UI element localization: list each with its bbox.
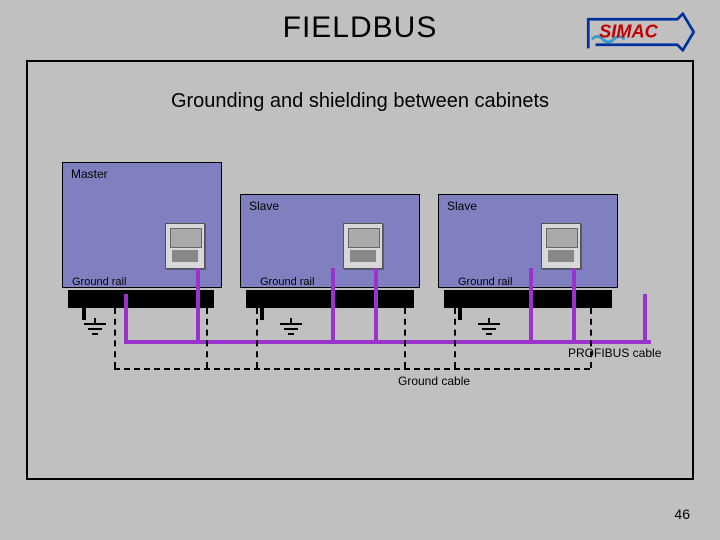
profibus-riser xyxy=(124,294,128,344)
page-title: FIELDBUS xyxy=(283,11,438,45)
cabinet-label: Slave xyxy=(447,199,477,213)
ground-cable-riser xyxy=(590,308,592,368)
profibus-riser xyxy=(643,294,647,344)
ground-cable-riser xyxy=(454,308,456,368)
ground-icon xyxy=(476,318,502,340)
ground-rail xyxy=(246,290,414,308)
diagram: MasterSlaveSlaveGround railGround railGr… xyxy=(28,62,692,478)
ground-rail xyxy=(444,290,612,308)
profibus-riser xyxy=(331,268,335,344)
ground-rail-label: Ground rail xyxy=(72,276,126,288)
profibus-riser xyxy=(529,268,533,344)
ground-cable-riser xyxy=(256,308,258,368)
ground-rail-label: Ground rail xyxy=(260,276,314,288)
profibus-riser xyxy=(572,268,576,344)
ground-rail-label: Ground rail xyxy=(458,276,512,288)
ground-rail xyxy=(68,290,214,308)
ground-cable-label: Ground cable xyxy=(398,374,470,388)
ground-cable-riser xyxy=(114,308,116,368)
rail-pin xyxy=(260,308,264,320)
cabinet-label: Master xyxy=(71,167,108,181)
device-icon xyxy=(343,223,383,269)
profibus-label: PROFIBUS cable xyxy=(568,346,661,360)
cabinet-1: Slave xyxy=(240,194,420,288)
rail-pin xyxy=(458,308,462,320)
page-number: 46 xyxy=(674,506,690,522)
device-icon xyxy=(165,223,205,269)
ground-icon xyxy=(82,318,108,340)
profibus-riser xyxy=(196,268,200,344)
simac-logo: SIMAC xyxy=(586,12,696,52)
ground-icon xyxy=(278,318,304,340)
logo-text: SIMAC xyxy=(599,21,658,41)
device-icon xyxy=(541,223,581,269)
main-frame: Grounding and shielding between cabinets… xyxy=(26,60,694,480)
ground-cable-trunk xyxy=(114,368,590,370)
cabinet-label: Slave xyxy=(249,199,279,213)
ground-cable-riser xyxy=(206,308,208,368)
cabinet-2: Slave xyxy=(438,194,618,288)
profibus-riser xyxy=(374,268,378,344)
ground-cable-riser xyxy=(404,308,406,368)
